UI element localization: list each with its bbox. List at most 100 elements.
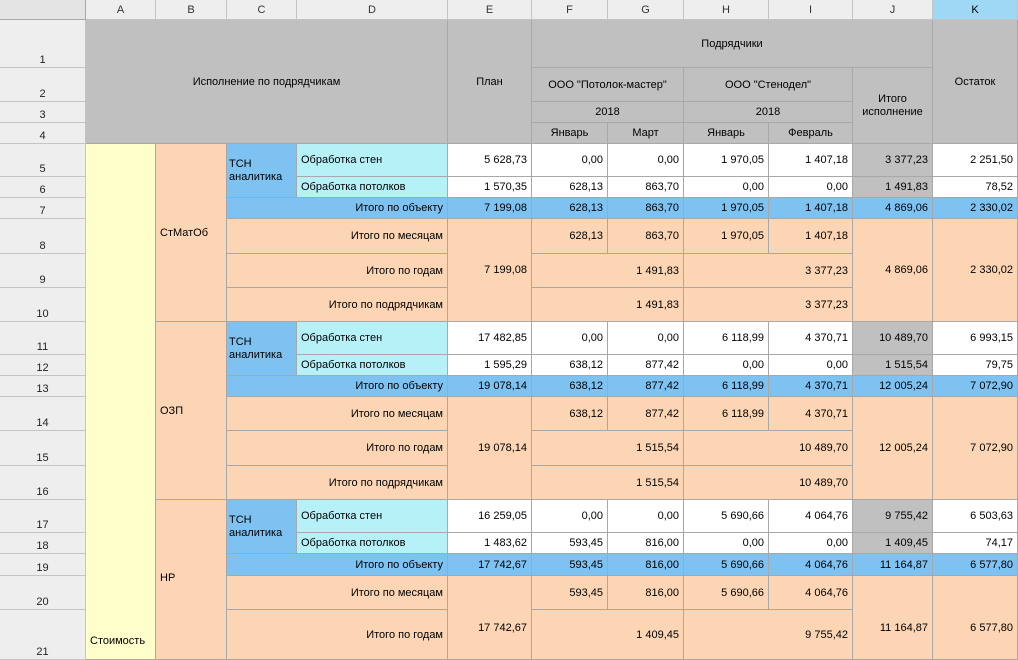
total-months-label-1[interactable]: Итого по месяцам <box>227 397 448 431</box>
total-years-value-2-1[interactable]: 9 755,42 <box>684 610 853 660</box>
exec-sum-cell-0[interactable]: 4 869,06 <box>853 219 933 322</box>
plan-sum-cell-1[interactable]: 19 078,14 <box>448 397 532 500</box>
total-object-value-2-3[interactable]: 5 690,66 <box>684 554 769 576</box>
ceilings-value-1-1[interactable]: 638,12 <box>532 355 608 376</box>
row-header-12[interactable]: 12 <box>0 355 86 376</box>
row-header-10[interactable]: 10 <box>0 288 86 322</box>
walls-value-0-0[interactable]: 5 628,73 <box>448 144 532 177</box>
header-plan-cell[interactable]: План <box>448 20 532 144</box>
walls-value-1-2[interactable]: 0,00 <box>608 322 684 355</box>
total-months-value-0-0[interactable]: 628,13 <box>532 219 608 254</box>
ceilings-label-1[interactable]: Обработка потолков <box>297 355 448 376</box>
row-header-8[interactable]: 8 <box>0 219 86 254</box>
rest-sum-cell-2[interactable]: 6 577,80 <box>933 576 1018 660</box>
total-object-value-2-0[interactable]: 17 742,67 <box>448 554 532 576</box>
total-years-label-2[interactable]: Итого по годам <box>227 610 448 660</box>
column-header-g[interactable]: G <box>608 0 684 20</box>
total-months-value-1-3[interactable]: 4 370,71 <box>769 397 853 431</box>
total-contractors-value-0-1[interactable]: 3 377,23 <box>684 288 853 322</box>
ceilings-value-1-0[interactable]: 1 595,29 <box>448 355 532 376</box>
row-header-13[interactable]: 13 <box>0 376 86 397</box>
total-years-value-1-1[interactable]: 10 489,70 <box>684 431 853 466</box>
total-object-label-0[interactable]: Итого по объекту <box>227 198 448 219</box>
total-exec-header-cell[interactable]: Итого исполнение <box>853 68 933 144</box>
header-title-cell[interactable]: Исполнение по подрядчикам <box>86 20 448 144</box>
ceilings-value-0-4[interactable]: 0,00 <box>769 177 853 198</box>
total-object-value-1-5[interactable]: 12 005,24 <box>853 376 933 397</box>
total-months-label-0[interactable]: Итого по месяцам <box>227 219 448 254</box>
row-header-21[interactable]: 21 <box>0 610 86 660</box>
select-all-corner[interactable] <box>0 0 86 20</box>
year2-cell[interactable]: 2018 <box>684 102 853 123</box>
total-months-value-0-2[interactable]: 1 970,05 <box>684 219 769 254</box>
total-months-value-2-3[interactable]: 4 064,76 <box>769 576 853 610</box>
ceilings-value-1-2[interactable]: 877,42 <box>608 355 684 376</box>
total-contractors-value-1-0[interactable]: 1 515,54 <box>532 466 684 500</box>
total-object-value-0-0[interactable]: 7 199,08 <box>448 198 532 219</box>
total-object-label-1[interactable]: Итого по объекту <box>227 376 448 397</box>
walls-value-0-6[interactable]: 2 251,50 <box>933 144 1018 177</box>
row-header-6[interactable]: 6 <box>0 177 86 198</box>
row-header-2[interactable]: 2 <box>0 68 86 102</box>
total-months-value-1-1[interactable]: 877,42 <box>608 397 684 431</box>
month-jan-cell[interactable]: Январь <box>532 123 608 144</box>
walls-value-2-4[interactable]: 4 064,76 <box>769 500 853 533</box>
total-months-label-2[interactable]: Итого по месяцам <box>227 576 448 610</box>
total-months-value-2-0[interactable]: 593,45 <box>532 576 608 610</box>
total-object-value-2-1[interactable]: 593,45 <box>532 554 608 576</box>
total-object-label-2[interactable]: Итого по объекту <box>227 554 448 576</box>
ceilings-label-0[interactable]: Обработка потолков <box>297 177 448 198</box>
ceilings-value-0-5[interactable]: 1 491,83 <box>853 177 933 198</box>
row-header-15[interactable]: 15 <box>0 431 86 466</box>
walls-value-2-5[interactable]: 9 755,42 <box>853 500 933 533</box>
total-object-value-0-3[interactable]: 1 970,05 <box>684 198 769 219</box>
total-years-label-0[interactable]: Итого по годам <box>227 254 448 288</box>
total-months-value-1-0[interactable]: 638,12 <box>532 397 608 431</box>
exec-sum-cell-2[interactable]: 11 164,87 <box>853 576 933 660</box>
total-object-value-1-4[interactable]: 4 370,71 <box>769 376 853 397</box>
walls-value-1-5[interactable]: 10 489,70 <box>853 322 933 355</box>
exec-sum-cell-1[interactable]: 12 005,24 <box>853 397 933 500</box>
ceilings-value-0-3[interactable]: 0,00 <box>684 177 769 198</box>
total-object-value-0-2[interactable]: 863,70 <box>608 198 684 219</box>
total-months-value-2-1[interactable]: 816,00 <box>608 576 684 610</box>
total-object-value-1-2[interactable]: 877,42 <box>608 376 684 397</box>
contractor1-name-cell[interactable]: ООО "Потолок-мастер" <box>532 68 684 102</box>
total-object-value-0-5[interactable]: 4 869,06 <box>853 198 933 219</box>
walls-label-2[interactable]: Обработка стен <box>297 500 448 533</box>
year1-cell[interactable]: 2018 <box>532 102 684 123</box>
total-contractors-label-1[interactable]: Итого по подрядчикам <box>227 466 448 500</box>
row-header-17[interactable]: 17 <box>0 500 86 533</box>
row-header-3[interactable]: 3 <box>0 102 86 123</box>
total-object-value-1-0[interactable]: 19 078,14 <box>448 376 532 397</box>
total-years-value-1-0[interactable]: 1 515,54 <box>532 431 684 466</box>
rest-sum-cell-0[interactable]: 2 330,02 <box>933 219 1018 322</box>
walls-value-2-2[interactable]: 0,00 <box>608 500 684 533</box>
row-header-19[interactable]: 19 <box>0 554 86 576</box>
column-header-e[interactable]: E <box>448 0 532 20</box>
ceilings-value-0-2[interactable]: 863,70 <box>608 177 684 198</box>
walls-value-1-3[interactable]: 6 118,99 <box>684 322 769 355</box>
column-header-k[interactable]: K <box>933 0 1018 20</box>
object-name-cell-1[interactable]: ОЗП <box>156 322 227 500</box>
total-object-value-2-4[interactable]: 4 064,76 <box>769 554 853 576</box>
source-label-cell-2[interactable]: ТСН аналитика <box>227 500 297 554</box>
ceilings-value-1-6[interactable]: 79,75 <box>933 355 1018 376</box>
column-header-h[interactable]: H <box>684 0 769 20</box>
row-header-11[interactable]: 11 <box>0 322 86 355</box>
ceilings-value-0-6[interactable]: 78,52 <box>933 177 1018 198</box>
row-header-14[interactable]: 14 <box>0 397 86 431</box>
column-header-b[interactable]: B <box>156 0 227 20</box>
row-header-16[interactable]: 16 <box>0 466 86 500</box>
total-years-value-0-1[interactable]: 3 377,23 <box>684 254 853 288</box>
walls-value-0-2[interactable]: 0,00 <box>608 144 684 177</box>
row-header-4[interactable]: 4 <box>0 123 86 144</box>
row-header-1[interactable]: 1 <box>0 20 86 68</box>
column-header-f[interactable]: F <box>532 0 608 20</box>
ceilings-value-2-5[interactable]: 1 409,45 <box>853 533 933 554</box>
ceilings-value-2-3[interactable]: 0,00 <box>684 533 769 554</box>
object-name-cell-2[interactable]: НР <box>156 500 227 660</box>
column-header-d[interactable]: D <box>297 0 448 20</box>
walls-value-0-4[interactable]: 1 407,18 <box>769 144 853 177</box>
total-object-value-1-6[interactable]: 7 072,90 <box>933 376 1018 397</box>
